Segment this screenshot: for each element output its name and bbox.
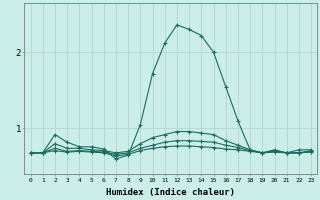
X-axis label: Humidex (Indice chaleur): Humidex (Indice chaleur) [106, 188, 235, 197]
